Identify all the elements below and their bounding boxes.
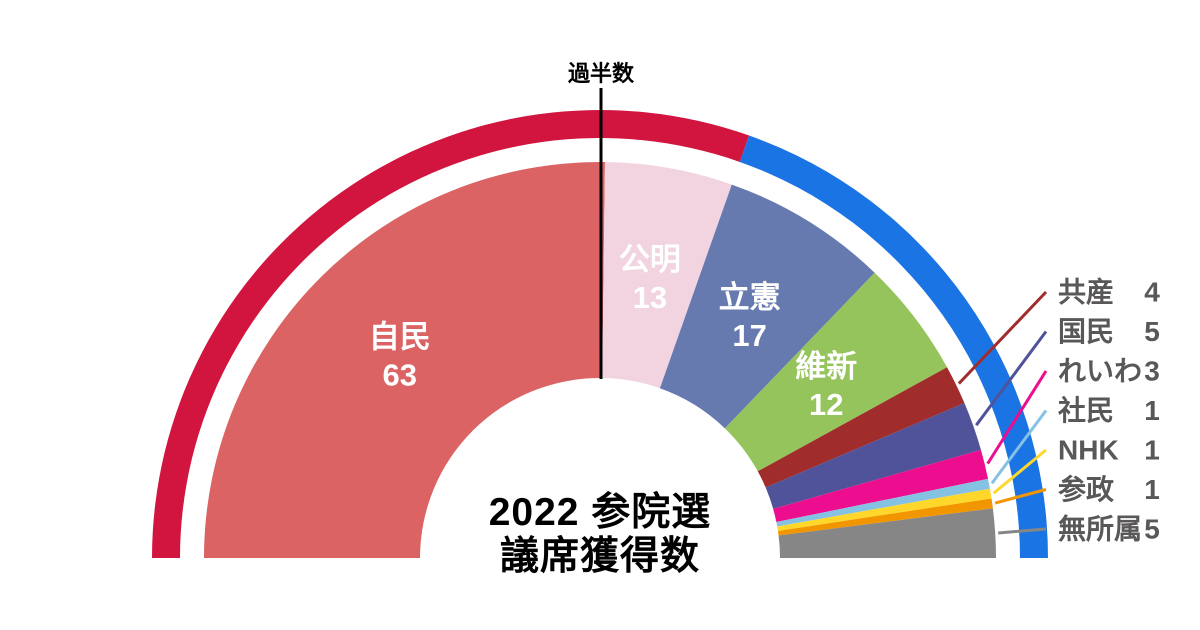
leader-line-参政 [994,488,1047,505]
segment-label-自民: 自民 [369,320,431,355]
chart-title-line1: 2022 参院選 [488,491,712,534]
legend-value-参政: 1 [1144,474,1160,505]
legend-value-無所属: 5 [1144,514,1160,545]
legend-label-共産: 共産 [1058,276,1114,308]
legend-label-国民: 国民 [1058,316,1114,347]
segment-value-自民: 63 [383,358,417,393]
segment-国民 [765,403,981,509]
segment-自民 [204,161,605,558]
leader-line-国民 [975,330,1048,427]
legend-label-社民: 社民 [1058,395,1114,426]
segment-維新 [724,272,948,472]
legend-value-共産: 4 [1144,277,1160,308]
segment-無所属 [778,508,996,558]
leader-line-社民 [990,409,1048,485]
segment-label-維新: 維新 [795,349,857,384]
legend-value-社民: 1 [1144,395,1160,426]
segment-公明 [602,162,732,389]
segment-れいわ [773,449,989,523]
legend-label-NHK: NHK [1058,435,1119,466]
segment-label-立憲: 立憲 [719,280,781,315]
segment-立憲 [659,184,875,429]
segment-共産 [757,367,965,488]
segment-value-公明: 13 [633,280,667,315]
segment-NHK [777,488,992,531]
leader-line-NHK [992,448,1047,495]
leader-line-共産 [957,290,1048,385]
leader-line-れいわ [986,370,1048,465]
outer-ring-right [739,135,1048,559]
legend-value-れいわ: 3 [1144,356,1160,387]
leader-line-無所属 [998,527,1047,535]
segment-value-維新: 12 [809,387,843,422]
legend-label-れいわ: れいわ [1058,356,1142,387]
legend-label-参政: 参政 [1058,473,1114,505]
segment-社民 [776,478,990,527]
legend-label-無所属: 無所属 [1058,514,1142,545]
legend-value-国民: 5 [1144,316,1160,347]
legend-value-NHK: 1 [1144,435,1160,466]
chart-title-line2: 議席獲得数 [499,535,700,578]
majority-label: 過半数 [567,61,634,86]
segment-label-公明: 公明 [619,242,681,277]
segment-参政 [777,498,993,536]
segment-value-立憲: 17 [732,318,766,353]
